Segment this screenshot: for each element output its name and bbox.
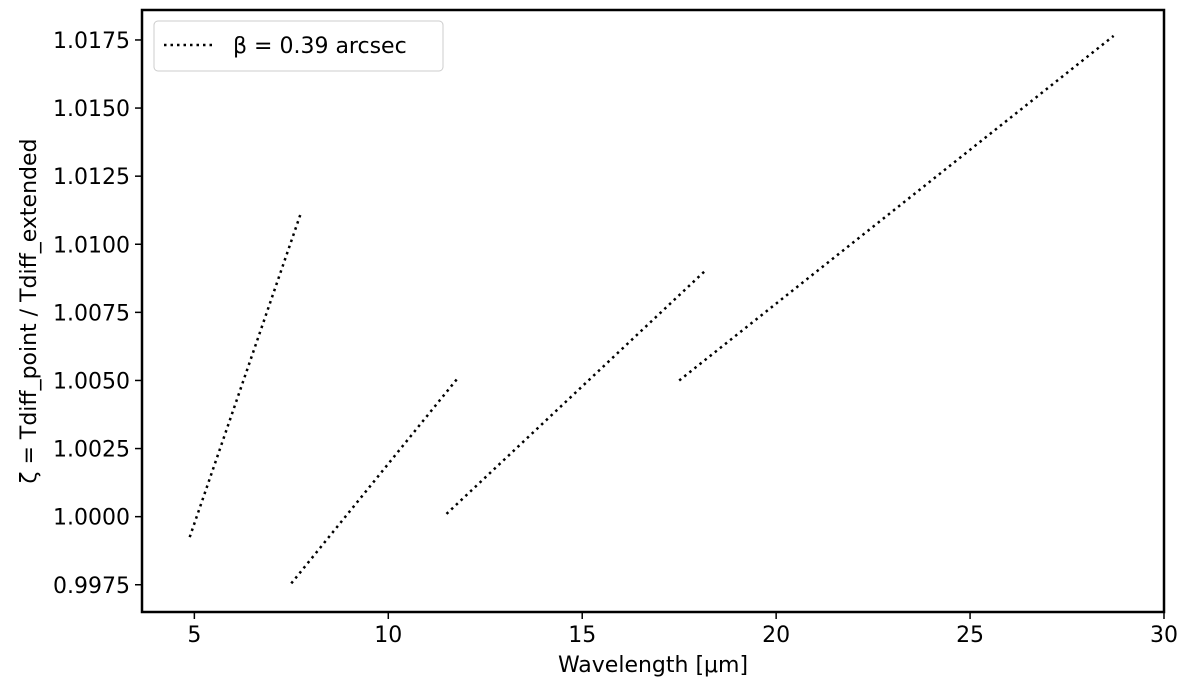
legend-box (153, 20, 444, 72)
y-tick-label: 1.0125 (53, 165, 130, 190)
x-tick-label: 5 (187, 623, 201, 648)
x-tick-label: 30 (1150, 623, 1178, 648)
x-tick-label: 25 (956, 623, 984, 648)
y-tick-label: 0.9975 (53, 574, 130, 599)
x-tick-label: 10 (374, 623, 402, 648)
axis-ticks: 5 10 15 20 25 30 0.9975 1.0000 1.0025 1.0050 1.007… (53, 29, 1178, 648)
legend-label: β = 0.39 arcsec (233, 34, 407, 59)
x-tick-label: 20 (762, 623, 790, 648)
series-line-segment (678, 34, 1115, 382)
y-tick-label: 1.0075 (53, 301, 130, 326)
y-tick-label: 1.0000 (53, 506, 130, 531)
y-tick-label: 1.0175 (53, 29, 130, 54)
series-line-segment (445, 270, 706, 515)
y-tick-label: 1.0050 (53, 369, 130, 394)
x-tick-label: 15 (568, 623, 596, 648)
plot-marks (188, 34, 1115, 585)
plot-frame (140, 8, 1166, 614)
y-axis-label: ζ = Tdiff_point / Tdiff_extended (17, 139, 42, 484)
y-tick-label: 1.0025 (53, 438, 130, 463)
legend: β = 0.39 arcsec (153, 20, 444, 72)
series-line-segment (290, 376, 460, 585)
x-axis-label: Wavelength [μm] (558, 653, 748, 678)
series-line-segment (188, 211, 303, 538)
y-tick-label: 1.0150 (53, 97, 130, 122)
y-tick-label: 1.0100 (53, 233, 130, 258)
